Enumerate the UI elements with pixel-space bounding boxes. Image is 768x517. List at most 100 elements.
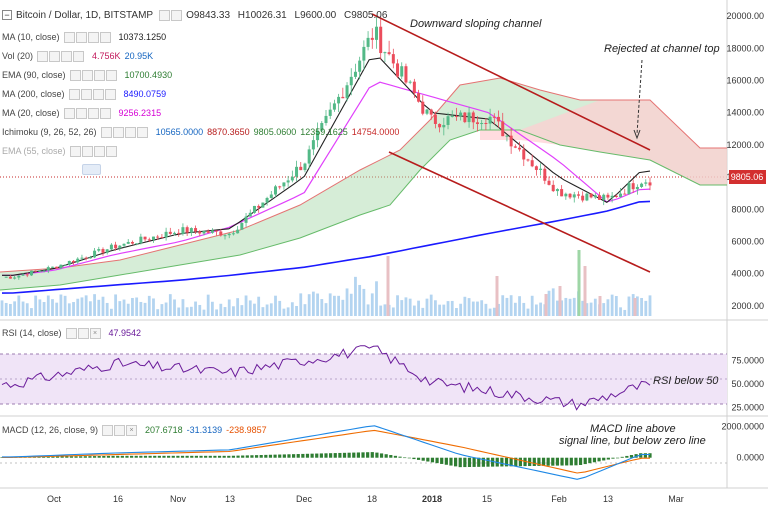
macd-histogram-bar: [606, 457, 610, 460]
time-tick-label: 16: [113, 494, 123, 504]
more-icon[interactable]: [104, 88, 116, 100]
close-value: C9805.06: [344, 9, 388, 21]
visibility-icon[interactable]: [63, 107, 75, 119]
annotation-rejected: Rejected at channel top: [604, 43, 720, 55]
volume-bar: [219, 303, 223, 316]
macd-histogram-bar: [569, 457, 573, 466]
volume-bar: [88, 301, 92, 316]
indicator-row[interactable]: Ichimoku (9, 26, 52, 26) 10565.0000 8870.3…: [2, 125, 399, 139]
visibility-icon[interactable]: [37, 50, 49, 62]
close-icon[interactable]: [124, 126, 136, 138]
volume-bar: [261, 307, 265, 316]
rsi-settings-icon[interactable]: [77, 327, 89, 339]
rsi-legend[interactable]: RSI (14, close) × 47.9542: [2, 326, 141, 340]
visibility-icon[interactable]: [68, 88, 80, 100]
indicator-row[interactable]: EMA (55, close): [2, 144, 121, 158]
close-icon[interactable]: [92, 88, 104, 100]
settings-icon[interactable]: [49, 50, 61, 62]
collapse-icon[interactable]: −: [2, 10, 12, 20]
settings-icon[interactable]: [80, 88, 92, 100]
macd-histogram-bar: [407, 457, 411, 459]
candle-up: [13, 277, 17, 279]
visibility-icon[interactable]: [159, 9, 171, 21]
close-icon[interactable]: [87, 107, 99, 119]
more-icon[interactable]: [99, 31, 111, 43]
visibility-icon[interactable]: [69, 145, 81, 157]
rsi-close-icon[interactable]: ×: [89, 327, 101, 339]
settings-icon[interactable]: [171, 9, 183, 21]
volume-bar: [429, 294, 433, 316]
close-icon[interactable]: [93, 69, 105, 81]
volume-bar: [105, 302, 109, 316]
symbol-header[interactable]: − Bitcoin / Dollar, 1D, BITSTAMP O9843.3…: [2, 8, 392, 22]
volume-bar: [173, 299, 176, 316]
visibility-icon[interactable]: [100, 126, 112, 138]
indicator-value: 14754.0000: [351, 127, 400, 137]
more-icon[interactable]: [105, 145, 117, 157]
more-icon[interactable]: [105, 69, 117, 81]
candle-down: [387, 52, 391, 55]
volume-bar: [438, 304, 442, 316]
macd-histogram-bar: [42, 456, 46, 458]
candle-down: [8, 276, 12, 279]
macd-histogram-bar: [504, 457, 509, 467]
close-icon[interactable]: [87, 31, 99, 43]
indicator-row[interactable]: EMA (90, close) 10700.4930: [2, 68, 172, 82]
macd-close-icon[interactable]: ×: [126, 424, 138, 436]
candle-up: [290, 176, 294, 181]
indicator-row[interactable]: MA (200, close) 8490.0759: [2, 87, 166, 101]
volume-bar: [223, 307, 227, 316]
macd-histogram-bar: [250, 455, 254, 458]
volume-bar: [84, 295, 88, 316]
settings-icon[interactable]: [81, 145, 93, 157]
volume-bar: [404, 297, 408, 316]
candle-down: [147, 239, 151, 241]
rsi-tick-label: 25.0000: [731, 402, 764, 412]
macd-legend[interactable]: MACD (12, 26, close, 9) × 207.6718 -31.3…: [2, 423, 267, 437]
annotation-macd-2: signal line, but below zero line: [559, 435, 706, 447]
indicator-row[interactable]: Vol (20) 4.756K 20.95K: [2, 49, 153, 63]
macd-histogram-bar: [514, 457, 518, 467]
settings-icon[interactable]: [75, 107, 87, 119]
annotation-channel: Downward sloping channel: [410, 18, 542, 30]
more-icon[interactable]: [136, 126, 148, 138]
indicator-value: 8490.0759: [123, 89, 167, 99]
volume-bar: [46, 295, 50, 316]
settings-icon[interactable]: [81, 69, 93, 81]
indicator-value: 10700.4930: [124, 70, 173, 80]
volume-bar: [282, 308, 286, 316]
volume-bar: [152, 298, 155, 316]
more-icon[interactable]: [73, 50, 85, 62]
ema55-toggle[interactable]: [82, 164, 101, 175]
channel-lower-line[interactable]: [388, 151, 651, 273]
macd-visibility-icon[interactable]: [102, 424, 114, 436]
volume-bar: [412, 305, 416, 316]
settings-icon[interactable]: [112, 126, 124, 138]
channel-upper-line[interactable]: [371, 13, 651, 151]
macd-histogram-bar: [643, 453, 647, 458]
volume-bar: [76, 298, 80, 316]
close-icon[interactable]: [93, 145, 105, 157]
macd-histogram-bar: [46, 456, 50, 458]
current-price-value: 9805.06: [731, 172, 764, 182]
visibility-icon[interactable]: [63, 31, 75, 43]
volume-bar: [202, 309, 206, 316]
volume-bar: [63, 295, 67, 316]
volume-bar: [606, 299, 610, 316]
candle-up: [602, 194, 606, 200]
more-icon[interactable]: [99, 107, 111, 119]
volume-bar: [307, 294, 311, 316]
volume-bar: [492, 307, 496, 316]
candle-down: [156, 236, 160, 238]
close-icon[interactable]: [61, 50, 73, 62]
macd-settings-icon[interactable]: [114, 424, 126, 436]
macd-histogram-bar: [310, 453, 314, 458]
rsi-visibility-icon[interactable]: [65, 327, 77, 339]
indicator-row[interactable]: MA (20, close) 9256.2315: [2, 106, 161, 120]
visibility-icon[interactable]: [69, 69, 81, 81]
indicator-row[interactable]: MA (10, close) 10373.1250: [2, 30, 166, 44]
settings-icon[interactable]: [75, 31, 87, 43]
candle-down: [177, 232, 181, 234]
